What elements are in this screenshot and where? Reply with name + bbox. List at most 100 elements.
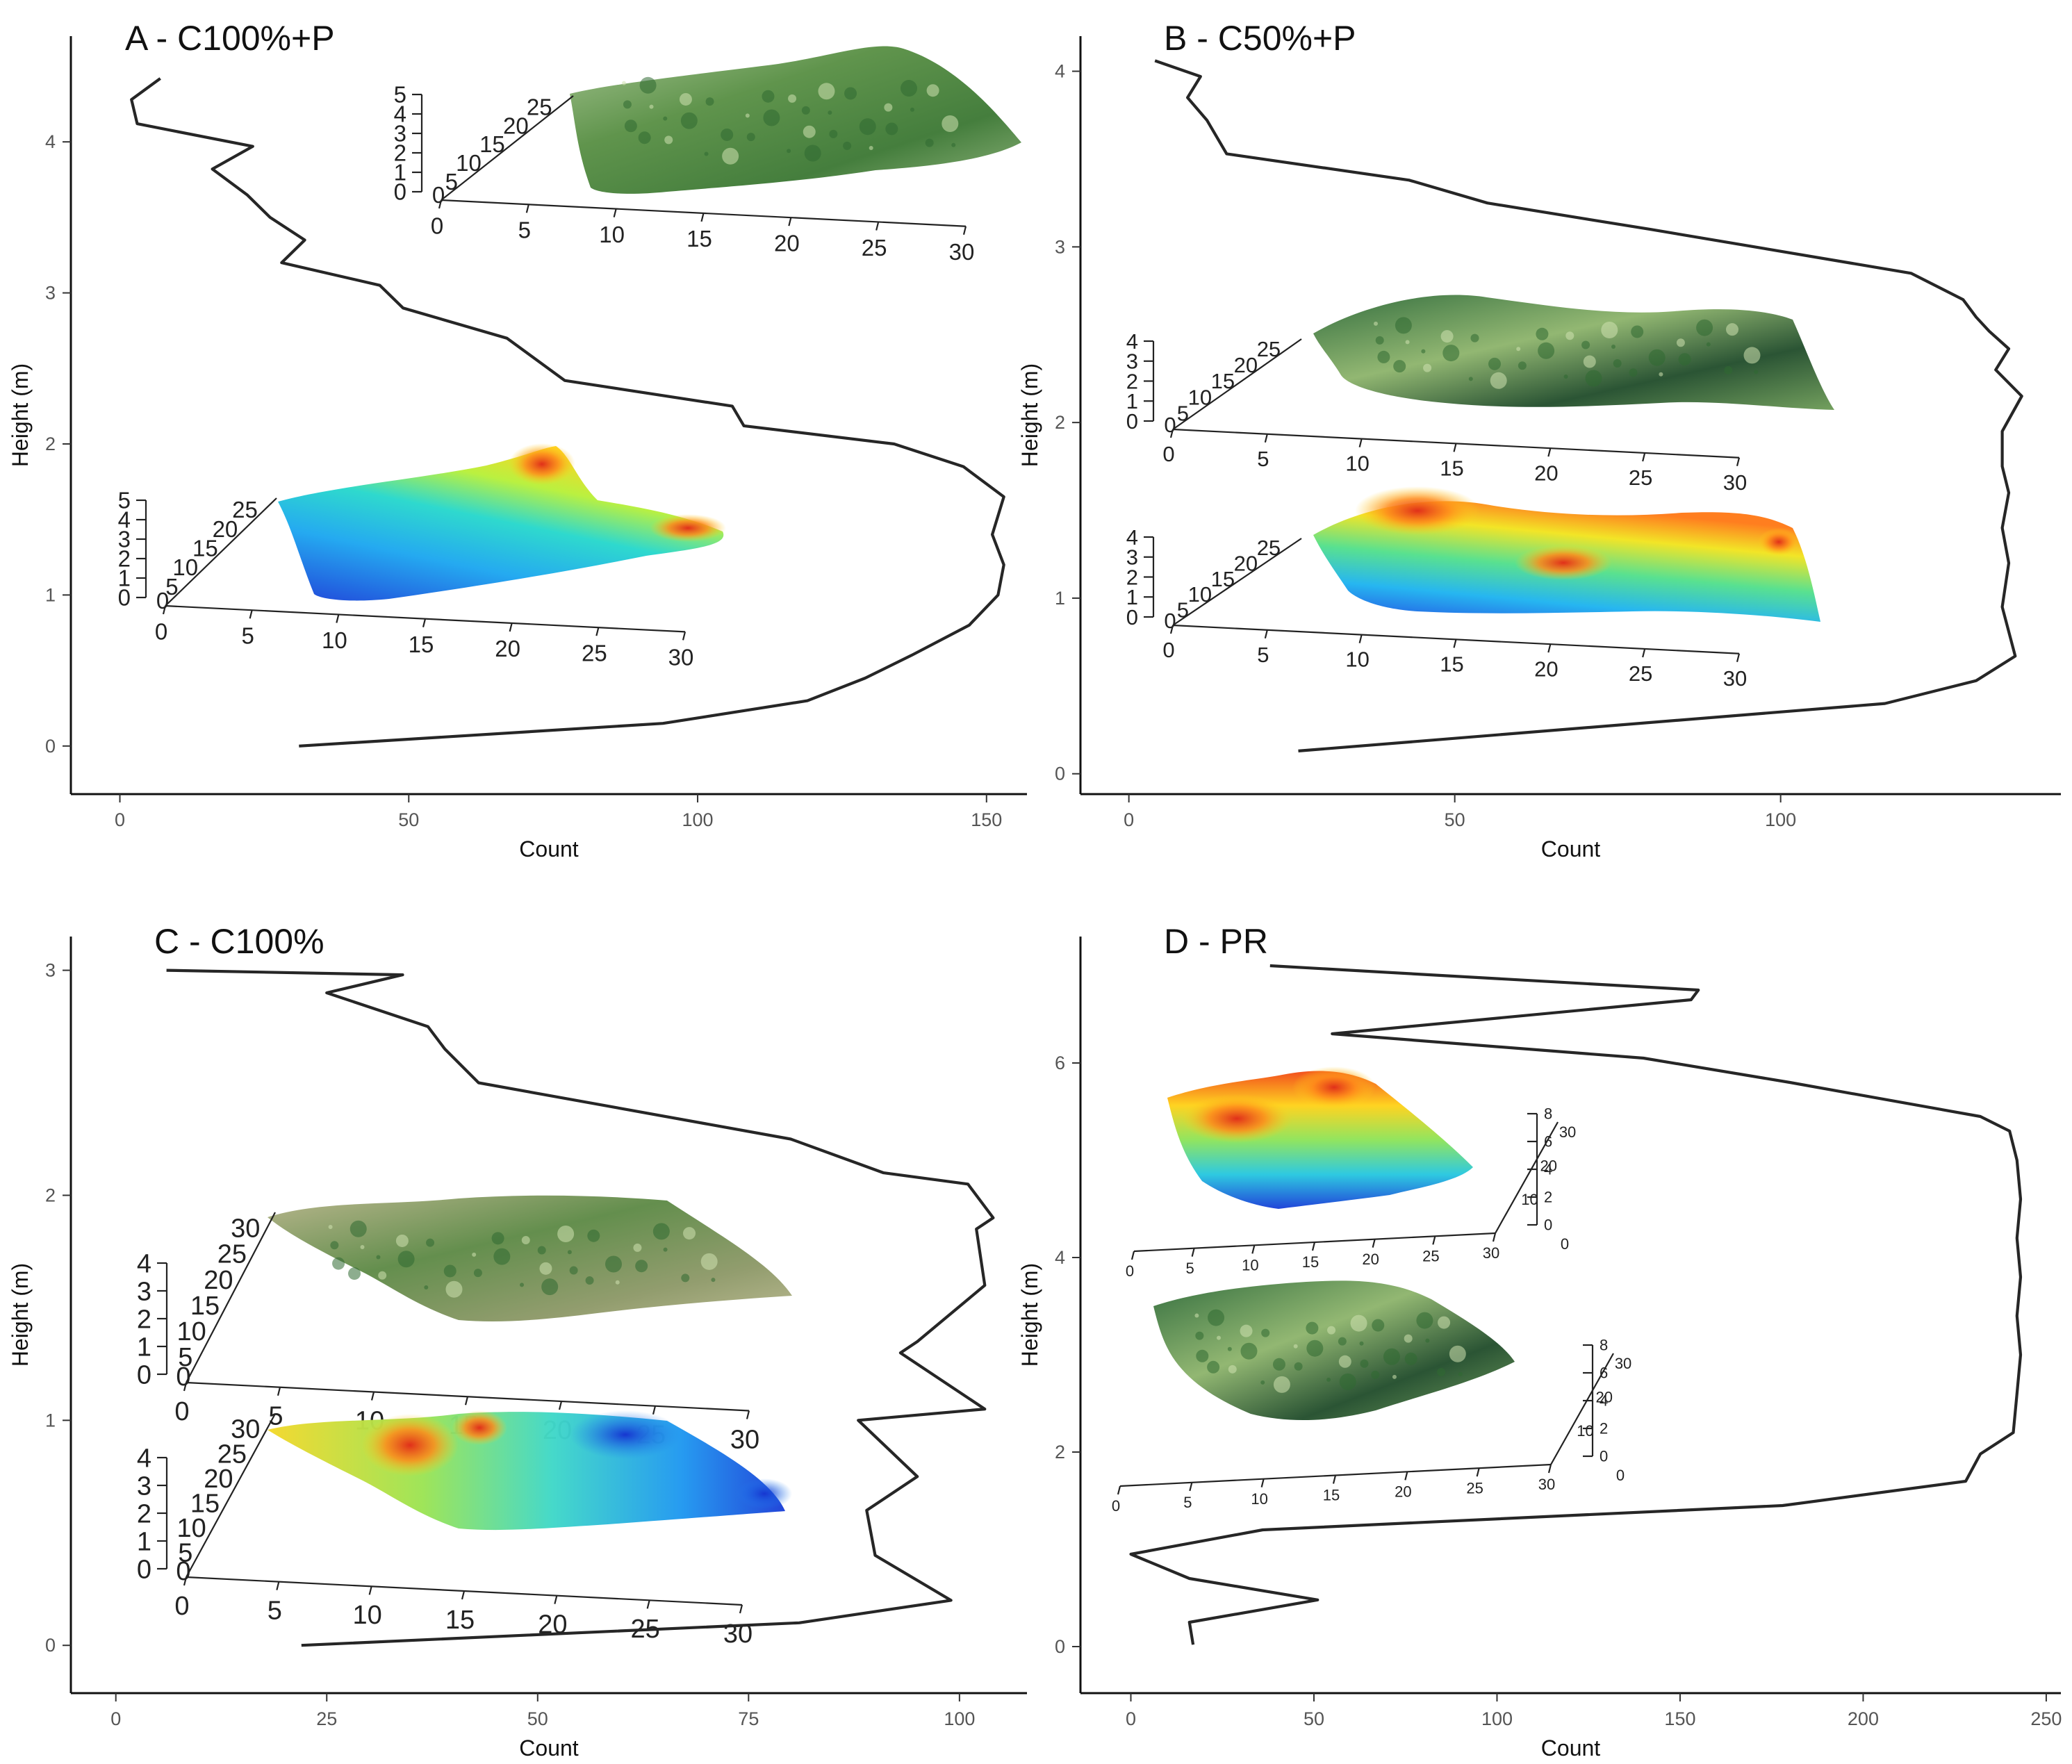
inset-x-tick-label: 5 [1186,1260,1194,1277]
inset-depth-axis [186,1413,276,1578]
inset-x-tick-label: 20 [1395,1483,1411,1501]
foliage-speck [663,1247,668,1252]
foliage-speck [1405,340,1410,345]
inset-origin-label: 0 [1164,609,1176,633]
inset-x-tick [700,213,705,222]
foliage-speck [951,142,956,147]
inset-x-tick [1264,434,1268,443]
inset-depth-tick-label: 25 [232,497,258,522]
foliage-speck [348,1267,361,1280]
foliage-speck [704,151,709,156]
foliage-speck [1393,360,1406,373]
inset-x-tick [1547,1464,1552,1474]
inset-x-tick [1492,1233,1497,1242]
foliage-speck [623,100,632,109]
foliage-speck [1294,1362,1303,1371]
inset-z-tick-label: 4 [394,101,406,127]
inset-z-tick-label: 5 [118,488,131,513]
foliage-speck [1518,361,1527,370]
inset-depth-tick-label: 15 [479,131,505,157]
y-tick-label: 4 [1055,61,1065,82]
foliage-speck [1449,1345,1466,1362]
y-tick-label: 4 [1055,1247,1065,1268]
inset-depth-tick-label: 5 [445,169,458,195]
foliage-speck [1194,1313,1199,1318]
inset-x-tick-label: 5 [518,217,531,243]
foliage-speck [1421,349,1426,354]
inset-z-tick-label: 1 [394,160,406,186]
foliage-speck [683,1227,696,1240]
foliage-speck [537,1246,546,1255]
inset-z-tick-label: 4 [1544,1161,1552,1178]
foliage-speck [1240,1324,1253,1337]
foliage-speck [605,1255,622,1273]
point-cloud-peak [452,1410,507,1445]
inset-x-tick-label: 0 [1162,638,1174,662]
foliage-speck [1468,377,1473,381]
inset-x-tick [595,627,600,636]
inset-z-tick-label: 0 [137,1360,151,1390]
foliage-speck [1327,1326,1336,1335]
inset-x-tick [962,226,967,236]
inset-x-tick-label: 15 [1440,652,1463,676]
inset-x-tick [1169,625,1174,634]
inset-x-tick-label: 5 [268,1402,283,1431]
inset-x-tick [1358,634,1363,643]
foliage-speck [328,1225,333,1230]
inset-depth-tick-label: 5 [165,574,178,600]
foliage-speck [1726,323,1738,336]
foliage-speck [681,1273,690,1283]
foliage-speck [804,145,821,162]
foliage-speck [1359,1341,1364,1346]
inset-z-tick-label: 4 [1126,329,1138,354]
inset-x-tick [1372,1239,1376,1248]
foliage-speck [1696,319,1713,336]
foliage-speck [1326,1377,1331,1382]
inset-x-tick [1130,1251,1135,1260]
foliage-speck [1516,347,1521,352]
y-tick-label: 2 [45,1185,56,1205]
inset-depth-tick-label: 20 [1234,552,1258,576]
x-tick-label: 50 [1304,1708,1324,1729]
inset-depth-axis [165,497,277,607]
inset-x-tick-label: 30 [1483,1244,1499,1262]
inset-depth-tick-label: 10 [177,1317,206,1346]
foliage-speck [1272,1358,1285,1371]
foliage-speck [762,90,775,103]
foliage-speck [869,146,873,151]
inset-x-tick-label: 10 [1345,452,1369,476]
inset-depth-tick-label: 10 [1577,1422,1593,1440]
inset-depth-axis [1550,1353,1614,1465]
foliage-speck [1490,372,1507,389]
foliage-speck [332,1257,345,1270]
inset-x-tick-label: 10 [1345,648,1369,672]
inset-depth-tick-label: 20 [503,113,529,138]
x-tick-label: 200 [1848,1708,1879,1729]
inset-z-tick-label: 6 [1600,1365,1608,1382]
series-line [166,968,995,1647]
foliage-speck [1423,363,1432,372]
series-line [130,77,1005,748]
y-tick-label: 2 [1055,412,1065,433]
x-tick-label: 50 [1445,809,1465,830]
foliage-speck [376,1255,381,1260]
foliage-speck [1613,358,1622,368]
x-tick-label: 0 [115,809,125,830]
foliage-speck [1395,317,1412,334]
inset-x-tick [1642,648,1646,658]
foliage-speck [1273,1376,1290,1393]
series-line [1154,59,2023,752]
foliage-speck [635,1260,648,1273]
inset-x-tick [1736,457,1741,467]
inset-x-tick [1453,443,1457,452]
series-line [1129,964,2023,1645]
y-tick-label: 3 [45,283,56,304]
inset-x-tick-label: 15 [1323,1487,1340,1504]
inset-x-tick [1264,629,1268,639]
inset-z-tick-label: 8 [1600,1337,1608,1354]
inset-depth-tick-label: 5 [1177,598,1189,623]
